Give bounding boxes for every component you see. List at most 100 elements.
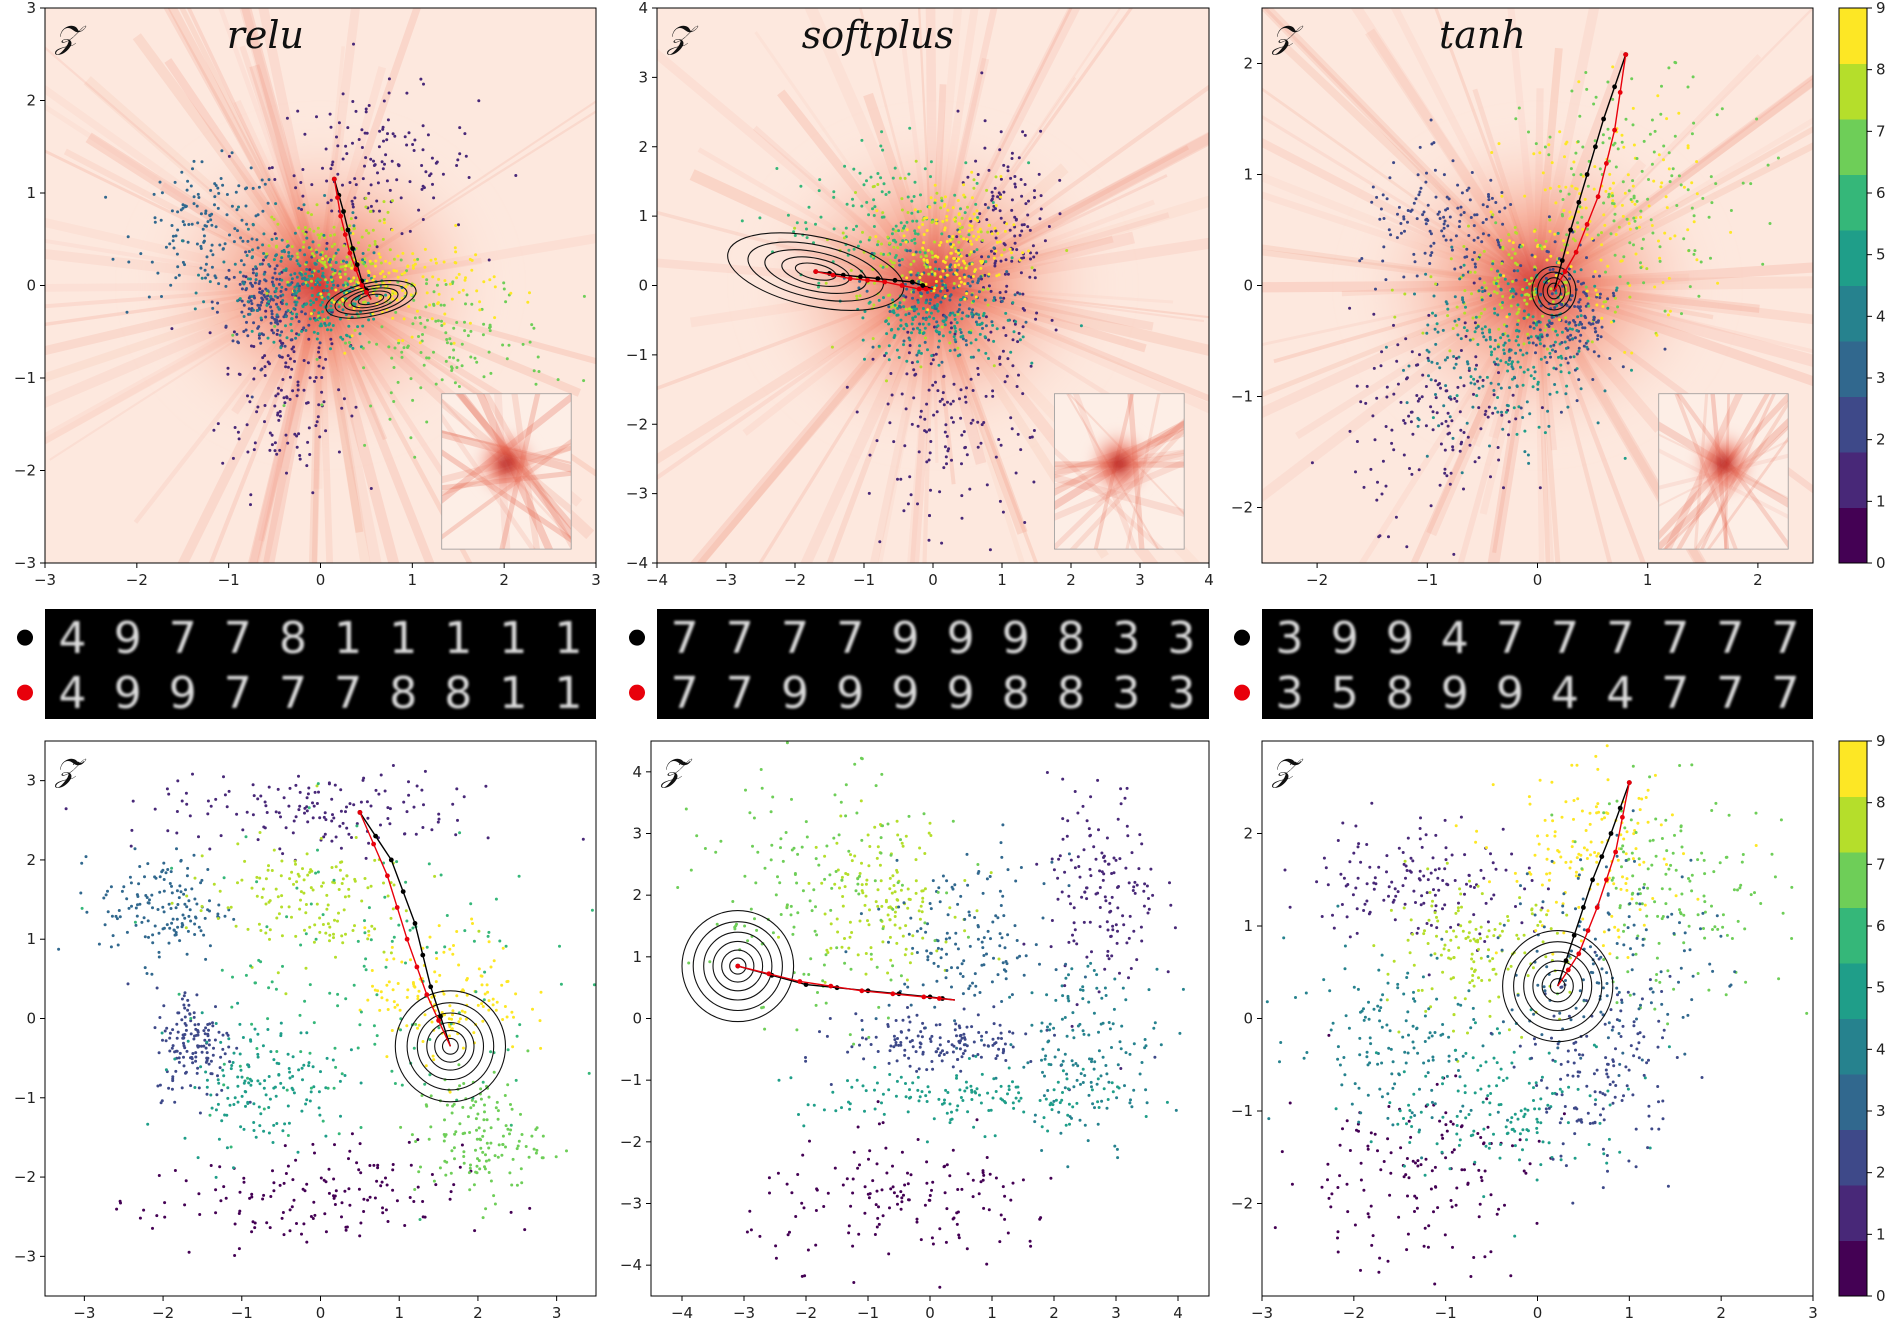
scatter-point-digit-1 [180, 799, 184, 803]
scatter-point-digit-5 [953, 317, 957, 321]
scatter-point-digit-9 [1021, 251, 1025, 255]
scatter-point-digit-4 [1477, 386, 1481, 390]
scatter-point-digit-9 [1505, 315, 1509, 319]
scatter-point-digit-9 [356, 281, 360, 285]
scatter-point-digit-9 [1508, 239, 1511, 243]
scatter-point-digit-7 [427, 1137, 431, 1141]
scatter-point-digit-5 [274, 289, 278, 293]
scatter-point-digit-1 [390, 159, 394, 163]
scatter-point-digit-7 [1574, 151, 1578, 155]
scatter-point-digit-1 [976, 366, 980, 370]
scatter-point-digit-9 [423, 247, 427, 251]
scatter-point-digit-9 [372, 275, 376, 278]
scatter-point-digit-3 [926, 291, 929, 294]
scatter-point-digit-3 [203, 268, 207, 272]
scatter-point-digit-7 [425, 420, 429, 424]
scatter-point-digit-1 [991, 389, 995, 393]
scatter-point-digit-7 [1673, 134, 1677, 138]
scatter-point-digit-5 [359, 1081, 363, 1085]
scatter-point-digit-4 [323, 194, 327, 197]
scatter-point-digit-1 [925, 402, 929, 406]
scatter-point-digit-9 [1543, 245, 1547, 249]
scatter-point-digit-5 [1531, 385, 1535, 389]
scatter-point-digit-1 [363, 131, 367, 135]
scatter-point-digit-2 [260, 332, 264, 336]
scatter-point-digit-8 [1501, 295, 1505, 298]
scatter-point-digit-0 [332, 1196, 336, 1200]
scatter-point-digit-6 [959, 207, 962, 211]
scatter-point-digit-7 [1585, 87, 1589, 91]
scatter-point-digit-4 [1430, 360, 1434, 364]
scatter-point-digit-1 [383, 162, 386, 166]
scatter-point-digit-0 [322, 1178, 326, 1182]
scatter-point-digit-5 [1523, 429, 1527, 433]
scatter-point-digit-4 [1547, 424, 1551, 428]
scatter-point-digit-1 [264, 804, 268, 808]
scatter-point-digit-4 [289, 282, 293, 286]
scatter-point-digit-4 [1461, 300, 1465, 304]
scatter-point-digit-3 [261, 209, 265, 213]
scatter-point-digit-7 [1578, 205, 1582, 209]
scatter-point-digit-4 [295, 259, 299, 263]
scatter-point-digit-2 [1572, 319, 1575, 322]
scatter-point-digit-9 [1665, 206, 1669, 210]
scatter-point-digit-3 [905, 287, 909, 291]
scatter-point-digit-1 [170, 327, 174, 331]
scatter-point-digit-1 [955, 235, 959, 239]
path-red-marker [342, 232, 348, 238]
contour-line [334, 284, 408, 315]
scatter-point-digit-9 [945, 273, 949, 277]
x-tick-label: 1 [1643, 571, 1653, 589]
scatter-point-digit-2 [1426, 203, 1430, 207]
scatter-point-digit-9 [994, 249, 998, 253]
scatter-point-digit-8 [858, 294, 862, 298]
scatter-point-digit-3 [152, 192, 156, 196]
scatter-point-digit-1 [965, 453, 969, 457]
scatter-point-digit-3 [176, 228, 180, 232]
scatter-point-digit-6 [906, 195, 910, 199]
scatter-point-digit-4 [1469, 381, 1473, 385]
scatter-point-digit-1 [359, 800, 363, 804]
scatter-point-digit-2 [204, 1060, 208, 1064]
scatter-point-digit-2 [1573, 305, 1577, 308]
scatter-point-digit-1 [331, 160, 335, 164]
scatter-point-digit-7 [402, 346, 406, 350]
scatter-point-digit-2 [1406, 209, 1410, 212]
scatter-point-digit-8 [1525, 292, 1529, 296]
scatter-point-digit-7 [527, 1155, 531, 1159]
scatter-point-digit-8 [332, 254, 336, 258]
scatter-point-digit-2 [221, 1033, 225, 1037]
scatter-point-digit-1 [412, 149, 416, 152]
scatter-point-digit-4 [202, 300, 206, 304]
scatter-point-digit-5 [916, 326, 919, 330]
scatter-point-digit-2 [212, 1046, 215, 1050]
scatter-point-digit-1 [287, 804, 291, 808]
scatter-point-digit-1 [927, 428, 931, 432]
scatter-point-digit-5 [978, 323, 982, 327]
scatter-point-digit-3 [205, 224, 208, 228]
scatter-point-digit-5 [1496, 396, 1500, 399]
scatter-point-digit-1 [320, 376, 324, 379]
scatter-point-digit-1 [997, 191, 1001, 195]
scatter-point-digit-7 [1670, 174, 1674, 178]
scatter-point-digit-2 [1396, 212, 1399, 216]
scatter-point-digit-1 [1014, 471, 1018, 475]
scatter-point-digit-5 [222, 1074, 226, 1078]
scatter-point-digit-1 [1473, 321, 1477, 325]
scatter-point-digit-8 [1564, 292, 1568, 296]
scatter-point-digit-3 [167, 902, 171, 906]
scatter-point-digit-2 [1375, 195, 1379, 199]
scatter-point-digit-9 [1668, 309, 1672, 313]
scatter-point-digit-1 [925, 460, 929, 464]
scatter-point-digit-6 [901, 239, 905, 243]
scatter-point-digit-2 [171, 1028, 175, 1032]
scatter-point-digit-3 [127, 260, 131, 264]
scatter-point-digit-0 [376, 1166, 380, 1170]
scatter-point-digit-5 [915, 307, 918, 311]
scatter-point-digit-7 [1627, 189, 1631, 193]
x-tick-label: −1 [1416, 571, 1438, 589]
scatter-point-digit-5 [916, 300, 920, 304]
path-red-marker [916, 286, 922, 292]
scatter-point-digit-1 [1462, 487, 1465, 491]
scatter-point-digit-5 [286, 1052, 290, 1056]
